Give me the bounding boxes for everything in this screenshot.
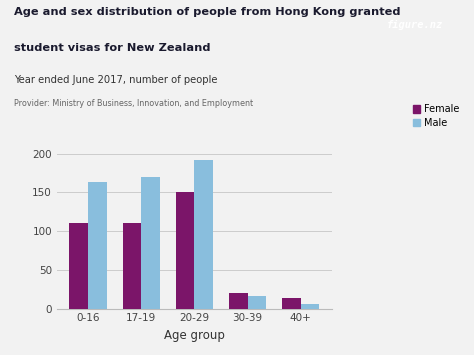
Text: student visas for New Zealand: student visas for New Zealand [14,43,211,53]
Bar [194,160,213,309]
Bar [141,177,160,309]
Bar [229,293,247,309]
Text: Year ended June 2017, number of people: Year ended June 2017, number of people [14,75,218,84]
Bar [247,296,266,309]
Text: Age and sex distribution of people from Hong Kong granted: Age and sex distribution of people from … [14,7,401,17]
Bar [123,224,141,309]
Bar [282,298,301,309]
Legend: Female, Male: Female, Male [413,104,460,128]
Text: figure.nz: figure.nz [387,20,443,30]
Bar [88,182,107,309]
X-axis label: Age group: Age group [164,329,225,342]
Bar [176,192,194,309]
Bar [301,304,319,309]
Text: Provider: Ministry of Business, Innovation, and Employment: Provider: Ministry of Business, Innovati… [14,99,253,108]
Bar [69,224,88,309]
